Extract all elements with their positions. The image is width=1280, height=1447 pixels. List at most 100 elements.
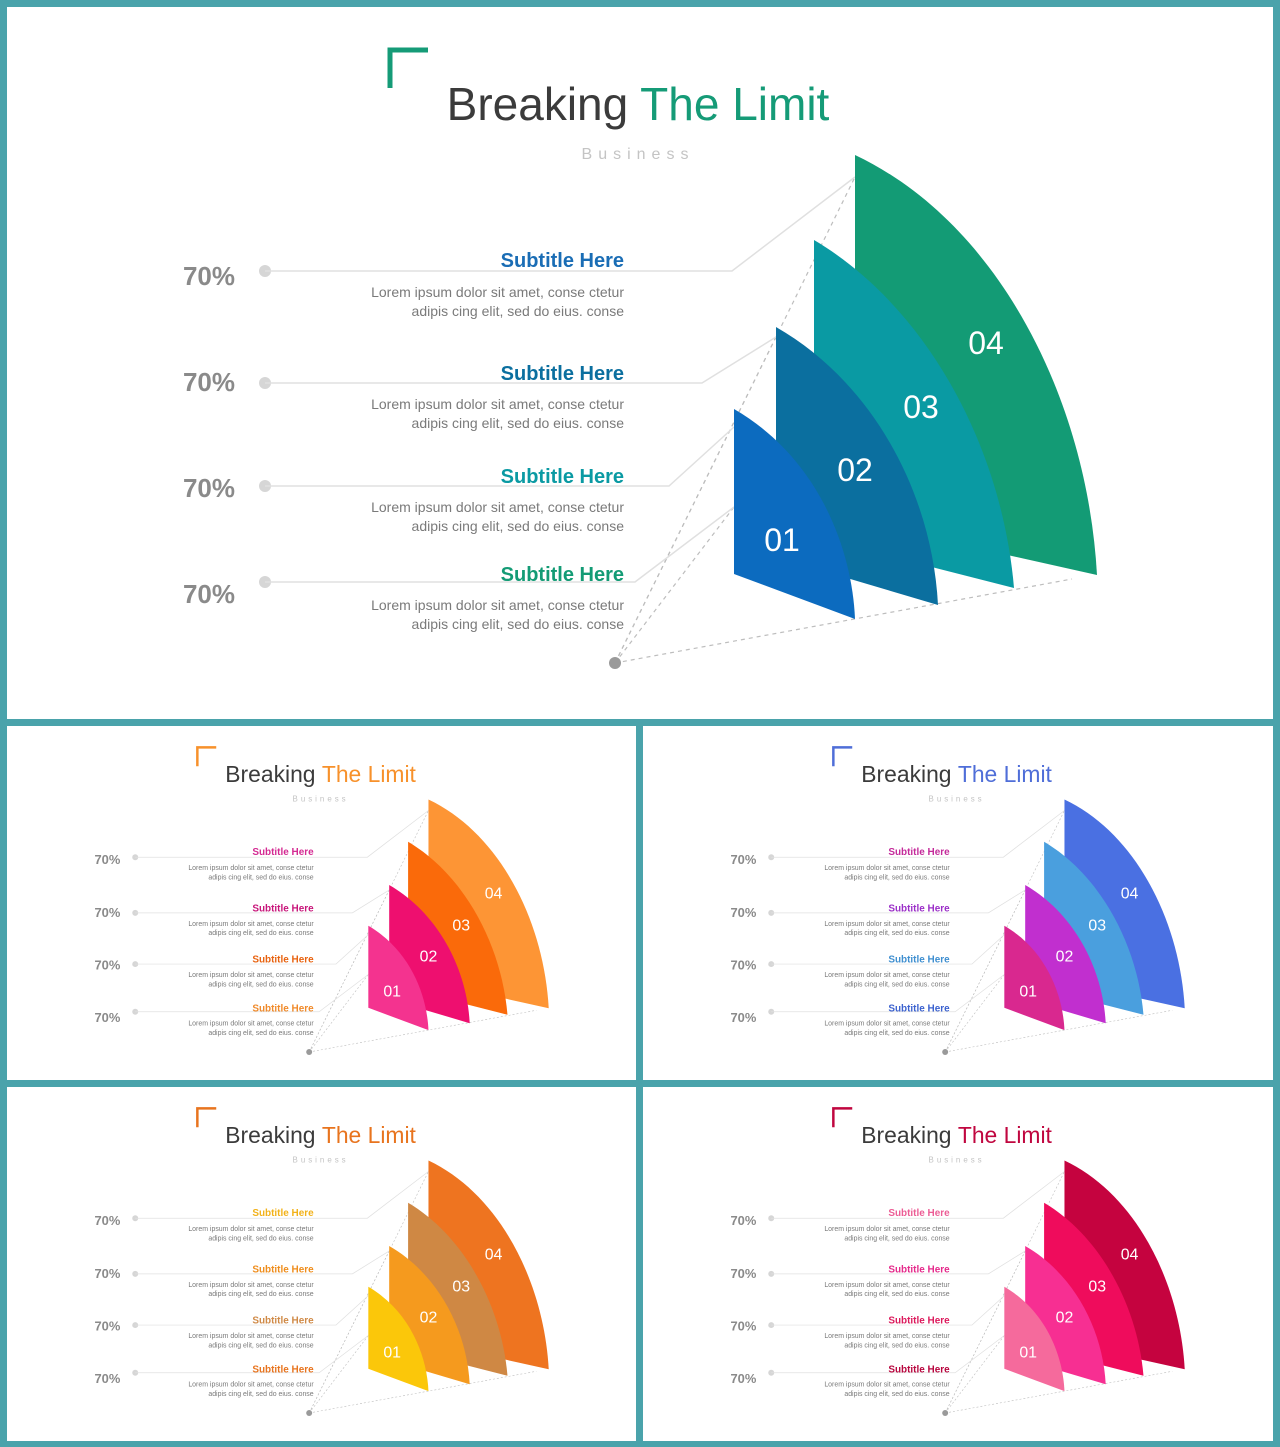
row-description-line2: adipis cing elit, sed do eius. conse bbox=[208, 1030, 313, 1037]
slide-variant-purple-blue: Breaking The Limit Business 70% Subtitle He… bbox=[643, 726, 1273, 1080]
blade-label: 04 bbox=[1121, 1246, 1139, 1263]
slide-main: Breaking The Limit Business 70% Subtitle He… bbox=[7, 7, 1273, 719]
percent-value: 70% bbox=[183, 579, 235, 609]
row-heading: Subtitle Here bbox=[252, 1264, 314, 1275]
row-description-line1: Lorem ipsum dolor sit amet, conse ctetur bbox=[188, 1282, 314, 1289]
row-heading: Subtitle Here bbox=[501, 363, 624, 385]
row-description-line1: Lorem ipsum dolor sit amet, conse ctetur bbox=[188, 865, 314, 872]
slide-subtitle: Business bbox=[929, 795, 985, 804]
blade-label: 01 bbox=[764, 522, 800, 558]
slide-title: Breaking The Limit bbox=[861, 761, 1052, 787]
row-heading: Subtitle Here bbox=[501, 564, 624, 586]
row-description-line2: adipis cing elit, sed do eius. conse bbox=[208, 1236, 313, 1243]
row-heading: Subtitle Here bbox=[888, 1264, 950, 1275]
row-description-line1: Lorem ipsum dolor sit amet, conse ctetur bbox=[188, 1021, 314, 1028]
row-description-line1: Lorem ipsum dolor sit amet, conse ctetur bbox=[188, 1226, 314, 1233]
row-connector-line bbox=[771, 1171, 1065, 1219]
row-heading: Subtitle Here bbox=[501, 250, 624, 272]
percent-value: 70% bbox=[94, 1371, 120, 1386]
corner-accent-icon bbox=[387, 47, 428, 88]
percent-value: 70% bbox=[94, 958, 120, 973]
perspective-guide-line bbox=[945, 1009, 1173, 1053]
row-heading: Subtitle Here bbox=[252, 903, 314, 914]
blade-label: 01 bbox=[383, 1344, 401, 1361]
percent-value: 70% bbox=[730, 1266, 756, 1281]
slide-content: Breaking The Limit Business 70% Subtitle He… bbox=[94, 1107, 549, 1417]
row-description-line2: adipis cing elit, sed do eius. conse bbox=[844, 1342, 949, 1349]
apex-dot bbox=[306, 1049, 313, 1056]
row-heading: Subtitle Here bbox=[888, 1208, 950, 1219]
percent-value: 70% bbox=[94, 1266, 120, 1281]
row-description-line2: adipis cing elit, sed do eius. conse bbox=[208, 1342, 313, 1349]
row-description-line2: adipis cing elit, sed do eius. conse bbox=[844, 1030, 949, 1037]
row-connector-line bbox=[135, 1335, 369, 1374]
row-description-line2: adipis cing elit, sed do eius. conse bbox=[208, 930, 313, 937]
slide-content: Breaking The Limit Business 70% Subtitle He… bbox=[183, 47, 1097, 669]
row-connector-line bbox=[135, 934, 369, 965]
slide-variant-yellow-orange: Breaking The Limit Business 70% Subtitle He… bbox=[7, 1087, 636, 1441]
blade-1 bbox=[1004, 925, 1065, 1031]
row-description-line1: Lorem ipsum dolor sit amet, conse ctetur bbox=[824, 1226, 950, 1233]
percent-value: 70% bbox=[94, 1010, 120, 1025]
row-description-line1: Lorem ipsum dolor sit amet, conse ctetur bbox=[824, 972, 950, 979]
row-connector-line bbox=[771, 1250, 1026, 1275]
row-connector-line bbox=[771, 974, 1005, 1013]
slide-variant-pink-red: Breaking The Limit Business 70% Subtitle He… bbox=[643, 1087, 1273, 1441]
title-accent-text: The Limit bbox=[958, 1122, 1053, 1148]
slide-title: Breaking The Limit bbox=[225, 1122, 416, 1148]
row-description-line1: Lorem ipsum dolor sit amet, conse ctetur bbox=[371, 396, 624, 412]
row-description-line2: adipis cing elit, sed do eius. conse bbox=[844, 1391, 949, 1398]
blade-label: 02 bbox=[1056, 949, 1074, 966]
row-heading: Subtitle Here bbox=[888, 1316, 950, 1327]
blade-label: 04 bbox=[485, 1246, 503, 1263]
row-description-line1: Lorem ipsum dolor sit amet, conse ctetur bbox=[188, 972, 314, 979]
row-description-line1: Lorem ipsum dolor sit amet, conse ctetur bbox=[824, 865, 950, 872]
title-main-text: Breaking bbox=[861, 761, 958, 787]
title-accent-text: The Limit bbox=[958, 761, 1053, 787]
percent-value: 70% bbox=[730, 1319, 756, 1334]
title-accent-text: The Limit bbox=[640, 78, 829, 130]
apex-dot bbox=[942, 1410, 949, 1417]
row-heading: Subtitle Here bbox=[888, 1003, 950, 1014]
row-connector-line bbox=[771, 810, 1065, 858]
row-description-line2: adipis cing elit, sed do eius. conse bbox=[208, 981, 313, 988]
blade-label: 04 bbox=[485, 885, 503, 902]
row-heading: Subtitle Here bbox=[888, 1364, 950, 1375]
percent-value: 70% bbox=[183, 473, 235, 503]
blade-1 bbox=[1004, 1286, 1065, 1392]
row-connector-line bbox=[135, 810, 429, 858]
row-connector-line bbox=[135, 1171, 429, 1219]
percent-value: 70% bbox=[94, 905, 120, 920]
blade-label: 04 bbox=[1121, 885, 1139, 902]
row-description-line2: adipis cing elit, sed do eius. conse bbox=[412, 415, 625, 431]
corner-accent-icon bbox=[196, 746, 217, 767]
row-connector-line bbox=[265, 506, 735, 583]
percent-value: 70% bbox=[94, 1213, 120, 1228]
row-description-line1: Lorem ipsum dolor sit amet, conse ctetur bbox=[371, 597, 624, 613]
percent-value: 70% bbox=[730, 1371, 756, 1386]
slide-subtitle: Business bbox=[293, 795, 349, 804]
row-description-line1: Lorem ipsum dolor sit amet, conse ctetur bbox=[824, 921, 950, 928]
blade-label: 03 bbox=[1088, 917, 1106, 934]
row-heading: Subtitle Here bbox=[888, 955, 950, 966]
row-heading: Subtitle Here bbox=[252, 1003, 314, 1014]
apex-dot bbox=[942, 1049, 949, 1056]
row-connector-line bbox=[265, 176, 856, 272]
row-heading: Subtitle Here bbox=[252, 1316, 314, 1327]
slide-content: Breaking The Limit Business 70% Subtitle He… bbox=[730, 1107, 1185, 1417]
row-description-line2: adipis cing elit, sed do eius. conse bbox=[412, 616, 625, 632]
percent-value: 70% bbox=[183, 261, 235, 291]
perspective-guide-line bbox=[944, 1335, 1005, 1414]
row-connector-line bbox=[771, 1295, 1005, 1326]
corner-accent-icon bbox=[832, 746, 853, 767]
perspective-guide-line bbox=[945, 1370, 1173, 1414]
row-connector-line bbox=[265, 426, 735, 487]
row-description-line2: adipis cing elit, sed do eius. conse bbox=[208, 1391, 313, 1398]
perspective-guide-line bbox=[308, 1335, 369, 1414]
perspective-guide-line bbox=[614, 578, 1073, 664]
blade-1 bbox=[368, 1286, 429, 1392]
row-description-line2: adipis cing elit, sed do eius. conse bbox=[844, 981, 949, 988]
row-description-line1: Lorem ipsum dolor sit amet, conse ctetur bbox=[824, 1021, 950, 1028]
slide-title: Breaking The Limit bbox=[447, 78, 830, 130]
apex-dot bbox=[306, 1410, 313, 1417]
